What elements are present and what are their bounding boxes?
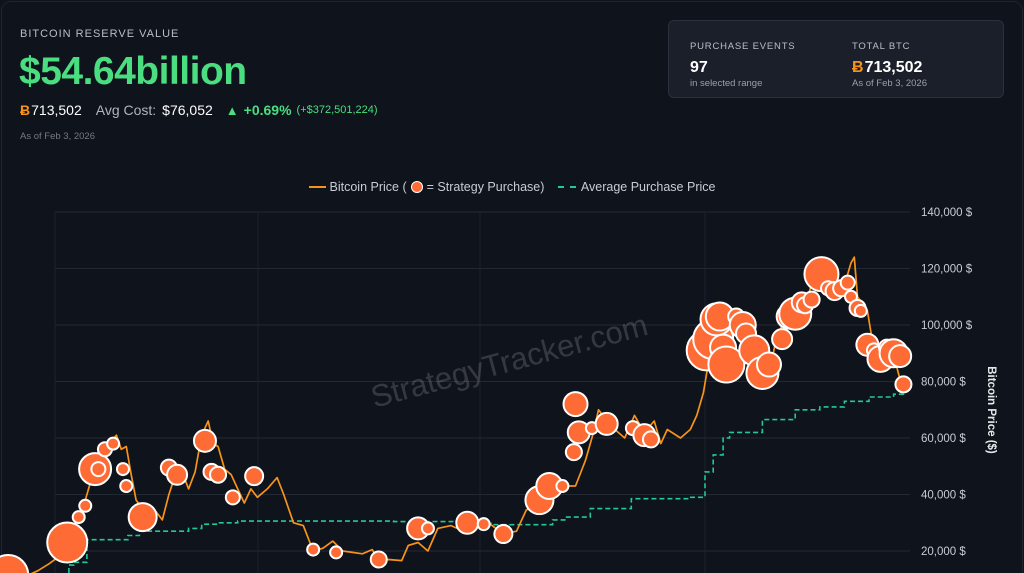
bitcoin-symbol-icon: Ƀ	[852, 59, 864, 76]
purchase-marker[interactable]	[209, 465, 228, 484]
purchase-marker[interactable]	[420, 521, 435, 536]
purchase-marker[interactable]	[127, 502, 158, 533]
purchase-dot-icon	[410, 181, 423, 193]
y-tick-label: 140,000 $	[921, 207, 973, 219]
reserve-value: $54.64billion	[19, 50, 247, 93]
change-percent: +0.69%	[243, 102, 292, 118]
legend-average-label: Average Purchase Price	[580, 180, 716, 194]
purchase-marker[interactable]	[46, 521, 89, 564]
purchase-marker[interactable]	[771, 328, 794, 351]
up-arrow-icon: ▲	[225, 102, 239, 118]
y-axis-ticks: 20,000 $ 40,000 $ 60,000 $ 80,000 $ 100,000 …	[921, 207, 973, 558]
total-btc-value-row: Ƀ713,502	[852, 59, 927, 77]
purchase-events-value: 97	[690, 59, 708, 76]
purchase-events-label: PURCHASE EVENTS	[690, 41, 796, 52]
purchase-marker[interactable]	[564, 443, 583, 462]
purchase-marker[interactable]	[455, 510, 480, 535]
purchase-events-sub: in selected range	[690, 78, 763, 89]
purchase-marker[interactable]	[106, 436, 121, 451]
purchase-marker[interactable]	[0, 554, 30, 573]
total-btc-stat: TOTAL BTC Ƀ713,502 As of Feb 3, 2026	[852, 41, 927, 89]
purchase-marker[interactable]	[562, 391, 589, 418]
legend-price-label: Bitcoin Price (	[329, 180, 407, 194]
purchase-marker[interactable]	[119, 479, 134, 494]
y-tick-label: 60,000 $	[921, 433, 966, 445]
watermark: StrategyTracker.com	[367, 307, 651, 415]
purchase-marker[interactable]	[306, 542, 321, 557]
chart-legend: Bitcoin Price ( = Strategy Purchase) Ave…	[0, 177, 1024, 194]
total-btc-label: TOTAL BTC	[852, 41, 911, 52]
purchase-marker[interactable]	[888, 344, 913, 369]
purchase-marker[interactable]	[839, 274, 856, 291]
stats-card: PURCHASE EVENTS 97 in selected range TOT…	[668, 20, 1004, 98]
y-tick-label: 20,000 $	[921, 546, 966, 558]
purchase-marker[interactable]	[476, 517, 491, 532]
btc-amount: 713,502	[31, 102, 82, 118]
purchase-marker[interactable]	[493, 524, 514, 545]
purchase-marker[interactable]	[115, 462, 130, 477]
purchase-marker[interactable]	[555, 479, 570, 494]
purchase-marker[interactable]	[755, 351, 782, 378]
reserve-summary: Ƀ 713,502 Avg Cost: $76,052 ▲ +0.69% (+$…	[20, 102, 378, 118]
purchase-marker[interactable]	[244, 466, 265, 487]
purchase-marker[interactable]	[641, 430, 660, 449]
avg-cost-value: $76,052	[162, 102, 213, 118]
purchase-marker[interactable]	[707, 345, 746, 384]
average-line-swatch-icon	[557, 186, 576, 188]
y-tick-label: 120,000 $	[921, 264, 973, 276]
purchase-marker[interactable]	[853, 303, 868, 318]
price-line-swatch-icon	[308, 186, 326, 188]
purchase-marker[interactable]	[192, 428, 217, 453]
total-btc-value: 713,502	[864, 59, 923, 76]
avg-cost-label: Avg Cost:	[95, 102, 157, 118]
purchase-marker[interactable]	[166, 463, 189, 486]
total-btc-sub: As of Feb 3, 2026	[852, 78, 927, 89]
average-purchase-price-line	[68, 392, 905, 573]
legend-item-average[interactable]: Average Purchase Price	[548, 180, 716, 194]
y-axis-label: Bitcoin Price ($)	[985, 366, 997, 454]
purchase-marker[interactable]	[71, 510, 86, 525]
purchase-marker[interactable]	[90, 461, 107, 478]
purchase-marker[interactable]	[369, 550, 388, 569]
purchase-marker[interactable]	[78, 498, 93, 513]
purchase-events-stat: PURCHASE EVENTS 97 in selected range	[690, 41, 795, 89]
change-absolute: (+$372,501,224)	[296, 104, 378, 116]
reserve-value-label: BITCOIN RESERVE VALUE	[20, 28, 180, 40]
bitcoin-symbol-icon: Ƀ	[20, 102, 31, 118]
purchase-marker[interactable]	[894, 375, 913, 394]
y-tick-label: 80,000 $	[921, 377, 966, 389]
purchase-marker[interactable]	[329, 545, 344, 560]
as-of-date: As of Feb 3, 2026	[20, 131, 95, 142]
y-tick-label: 100,000 $	[921, 320, 973, 332]
purchase-marker[interactable]	[224, 489, 241, 506]
purchase-marker[interactable]	[802, 290, 821, 309]
legend-purchase-label: = Strategy Purchase)	[426, 180, 545, 194]
purchase-markers	[0, 256, 913, 573]
legend-item-price[interactable]: Bitcoin Price ( = Strategy Purchase)	[308, 180, 545, 194]
y-tick-label: 40,000 $	[921, 490, 966, 502]
purchase-marker[interactable]	[594, 411, 619, 436]
